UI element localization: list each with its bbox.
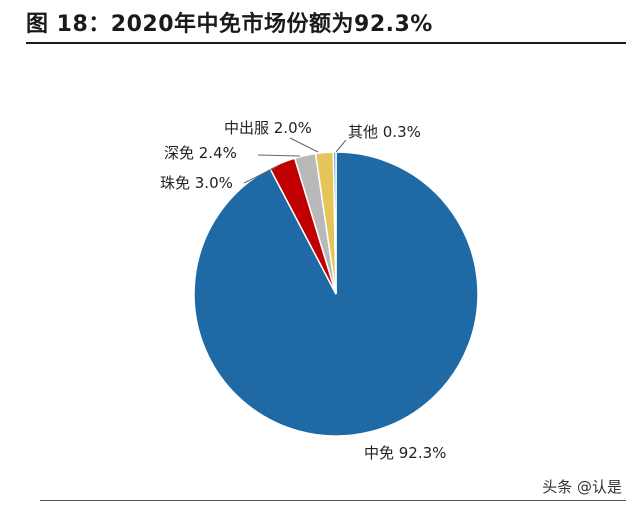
pie-slice-4	[332, 151, 337, 295]
figure-title: 图 18：2020年中免市场份额为92.3%	[26, 12, 433, 37]
bottom-divider	[40, 500, 626, 501]
slice-label-3: 中出服 2.0%	[224, 119, 312, 137]
leader-line-3	[289, 137, 319, 153]
leader-line-1	[243, 165, 279, 184]
slice-label-4: 其他 0.3%	[348, 123, 421, 141]
slice-label-1: 珠免 3.0%	[160, 174, 233, 192]
slice-label-2: 深免 2.4%	[164, 144, 237, 162]
watermark-text: 头条 @认是	[542, 478, 622, 496]
leader-line-4	[335, 139, 347, 153]
leader-line-2	[257, 154, 301, 157]
top-divider	[26, 42, 626, 44]
slice-label-0: 中免 92.3%	[364, 444, 446, 462]
